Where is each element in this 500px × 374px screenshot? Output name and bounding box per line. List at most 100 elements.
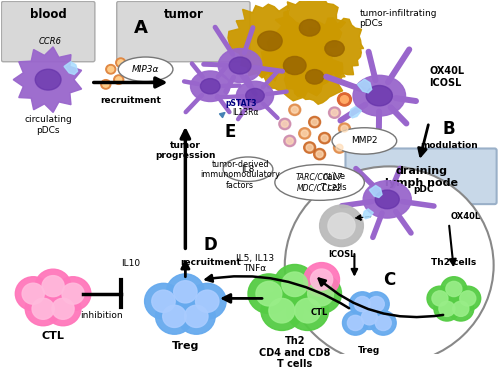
Polygon shape [260,28,334,101]
Circle shape [342,311,368,335]
Text: pSTAT3: pSTAT3 [225,99,256,108]
Polygon shape [358,79,372,93]
Text: CCR6: CCR6 [38,37,62,46]
Circle shape [368,297,384,312]
Circle shape [114,75,124,85]
Circle shape [62,283,84,304]
Circle shape [446,281,462,297]
Ellipse shape [223,157,273,181]
Text: B: B [442,120,455,138]
Ellipse shape [218,49,262,83]
Ellipse shape [306,70,324,84]
Circle shape [108,67,114,72]
Circle shape [331,109,338,116]
Ellipse shape [353,75,406,116]
Ellipse shape [366,86,392,106]
Circle shape [434,297,460,321]
Circle shape [308,281,334,306]
Circle shape [328,107,340,118]
Circle shape [256,281,282,306]
Circle shape [455,286,480,311]
Circle shape [427,286,453,311]
Circle shape [460,291,476,306]
Ellipse shape [375,190,400,209]
Circle shape [448,297,474,321]
Circle shape [354,297,370,312]
Circle shape [32,298,54,319]
Circle shape [16,277,51,311]
Circle shape [318,132,330,144]
Ellipse shape [35,69,61,90]
Circle shape [42,276,64,297]
Circle shape [334,142,345,153]
Ellipse shape [258,31,282,51]
Ellipse shape [284,56,306,74]
Circle shape [320,205,364,246]
Circle shape [22,283,44,304]
Text: IL13Rα: IL13Rα [232,108,258,117]
Circle shape [116,58,126,67]
Circle shape [321,135,328,141]
Circle shape [152,290,175,312]
Text: recruitment: recruitment [100,96,161,105]
Circle shape [304,263,340,297]
Circle shape [26,292,61,326]
Circle shape [156,298,194,334]
Circle shape [103,82,109,87]
Polygon shape [13,47,82,113]
Ellipse shape [236,81,274,110]
Circle shape [116,77,121,83]
Text: tumor-derived
immunomodulatory
factors: tumor-derived immunomodulatory factors [200,160,280,190]
Circle shape [286,138,294,144]
Text: A: A [134,19,147,37]
Circle shape [336,144,343,151]
Circle shape [432,291,448,306]
Text: naïve
T cells: naïve T cells [320,172,347,192]
Circle shape [308,116,320,128]
Circle shape [439,301,455,316]
Circle shape [338,93,351,106]
Circle shape [314,148,326,160]
Circle shape [362,310,378,325]
Circle shape [45,292,81,326]
Text: CTL: CTL [42,331,64,341]
Ellipse shape [300,19,320,36]
Circle shape [55,277,91,311]
Text: IL10: IL10 [121,259,140,268]
Circle shape [184,305,208,327]
Circle shape [52,298,74,319]
Circle shape [304,142,316,153]
Circle shape [284,135,296,147]
Circle shape [188,283,226,319]
Polygon shape [350,107,362,118]
Ellipse shape [275,165,364,200]
Circle shape [261,291,302,331]
Text: draining
lymph node: draining lymph node [384,166,458,188]
Circle shape [306,144,313,151]
Text: IL8: IL8 [242,165,254,174]
Circle shape [274,264,316,304]
Text: TARC/CCL17
MDC/CCL22: TARC/CCL17 MDC/CCL22 [296,173,343,192]
Circle shape [328,213,355,239]
Circle shape [118,60,124,65]
Text: recruitment: recruitment [180,258,240,267]
Circle shape [356,305,382,329]
Circle shape [316,151,323,157]
Ellipse shape [325,41,344,56]
Circle shape [279,118,291,130]
Text: MMP2: MMP2 [351,137,378,145]
Circle shape [35,269,71,303]
Ellipse shape [332,128,396,154]
Text: CTL: CTL [311,308,328,317]
Text: inhibition: inhibition [80,311,123,320]
Circle shape [350,292,376,316]
Circle shape [162,305,186,327]
Text: MIP3α: MIP3α [132,65,160,74]
FancyBboxPatch shape [116,1,250,62]
Polygon shape [274,0,345,61]
Polygon shape [301,18,364,79]
Circle shape [375,315,392,331]
Circle shape [196,290,219,312]
Text: IL5, IL13
TNFα: IL5, IL13 TNFα [236,254,274,273]
Ellipse shape [246,89,264,103]
